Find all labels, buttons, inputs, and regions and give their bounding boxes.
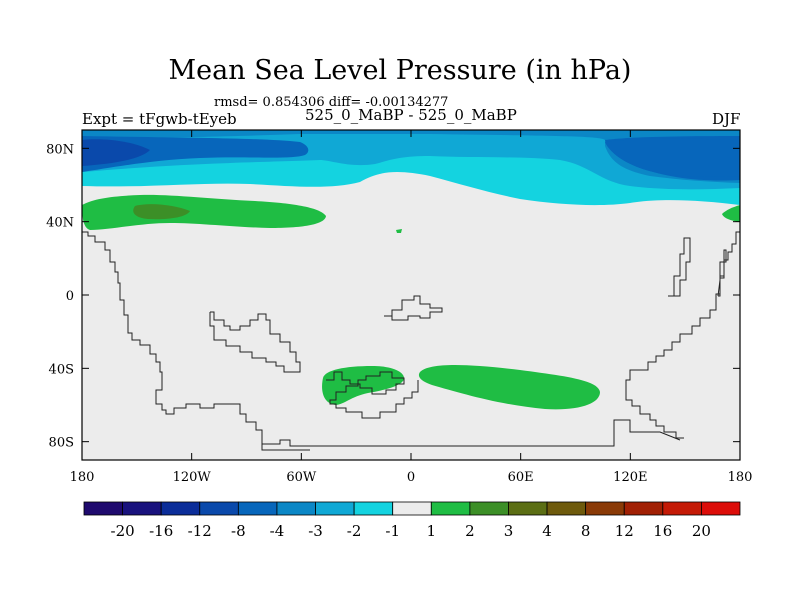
x-tick-label: 0: [407, 470, 415, 485]
coastline-south-inner: [326, 371, 419, 419]
map-field: [82, 130, 740, 460]
coastline-east-tall: [717, 249, 727, 297]
x-tick-label: 180: [728, 470, 753, 485]
colorbar-label: -8: [231, 522, 246, 540]
colorbar-swatch: [546, 501, 587, 516]
colorbar-swatch: [585, 501, 625, 516]
colorbar-swatch: [701, 501, 741, 516]
colorbar-swatch: [508, 501, 548, 516]
y-tick-label: 40S: [49, 362, 74, 377]
colorbar-label: -12: [188, 522, 212, 540]
colorbar-label: 2: [465, 522, 475, 540]
y-tick-label: 40N: [46, 216, 74, 231]
colorbar-swatch: [237, 501, 278, 516]
colorbar-swatch: [392, 501, 432, 516]
colorbar-label: 12: [615, 522, 634, 540]
colorbar-swatch: [353, 501, 394, 516]
colorbar-label: -2: [347, 522, 362, 540]
colorbar-label: 8: [581, 522, 591, 540]
coastline-central-loop: [209, 311, 301, 373]
colorbar-label: 20: [692, 522, 711, 540]
colorbar-label: 4: [542, 522, 552, 540]
north-positive-lobe-east: [722, 205, 740, 222]
colorbar-label: 1: [427, 522, 437, 540]
colorbar-swatch: [623, 501, 664, 516]
north-band-minus4: [82, 130, 740, 181]
y-tick-label: 80N: [46, 142, 74, 157]
x-tick-label: 120W: [173, 470, 212, 485]
experiment-label: Expt = tFgwb-tEyeb: [82, 110, 237, 128]
y-tick-label: 80S: [49, 436, 74, 451]
colorbar-label: -16: [149, 522, 173, 540]
coastline-australia-antarctic: [261, 444, 310, 451]
south-positive-lobe-east: [418, 365, 600, 410]
colorbar-swatch: [430, 501, 471, 516]
chart-subtitle: rmsd= 0.854306 diff= -0.00134277: [214, 95, 449, 110]
colorbar-swatch: [276, 501, 316, 516]
coastline-central-north: [384, 295, 443, 321]
x-tick-label: 60W: [286, 470, 317, 485]
comparison-label: 525_0_MaBP - 525_0_MaBP: [305, 106, 517, 124]
coastline-americas: [82, 231, 681, 447]
colorbar-swatch: [122, 501, 162, 516]
north-band-minus8-west: [82, 139, 150, 166]
colorbar-label: -4: [270, 522, 285, 540]
north-band-minus4-eastlobe: [605, 138, 740, 177]
axes: 180 120W 60W 0 60E 120E 180 80N 40N 0 40S 80S: [46, 130, 752, 485]
colorbar-label: 16: [653, 522, 672, 540]
coastlines: [82, 231, 740, 451]
x-tick-label: 60E: [508, 470, 534, 485]
colorbar-label: 3: [504, 522, 514, 540]
colorbar-swatch: [469, 501, 509, 516]
colorbar-label: -3: [308, 522, 323, 540]
north-positive-lobe-west: [82, 194, 326, 230]
x-tick-label: 180: [70, 470, 95, 485]
season-label: DJF: [712, 110, 741, 128]
colorbar-swatch: [662, 501, 702, 516]
colorbar-swatch: [83, 501, 123, 516]
colorbar-swatch: [199, 501, 239, 516]
south-positive-lobe-west: [322, 366, 405, 405]
chart-title: Mean Sea Level Pressure (in hPa): [168, 55, 632, 86]
north-positive-core: [133, 204, 190, 220]
colorbar: -20 -16 -12 -8 -4 -3 -2 -1 1 2 3 4 8 12 16 20: [83, 501, 741, 540]
north-positive-dot: [396, 229, 402, 233]
north-band-minus3: [82, 130, 740, 183]
x-tick-label: 120E: [613, 470, 647, 485]
colorbar-swatch: [315, 501, 355, 516]
north-band-minus4-west: [82, 130, 309, 172]
colorbar-label: -20: [111, 522, 135, 540]
colorbar-swatch: [160, 501, 201, 516]
colorbar-label: -1: [385, 522, 400, 540]
y-tick-label: 0: [66, 289, 74, 304]
coastline-east-small: [668, 237, 691, 297]
